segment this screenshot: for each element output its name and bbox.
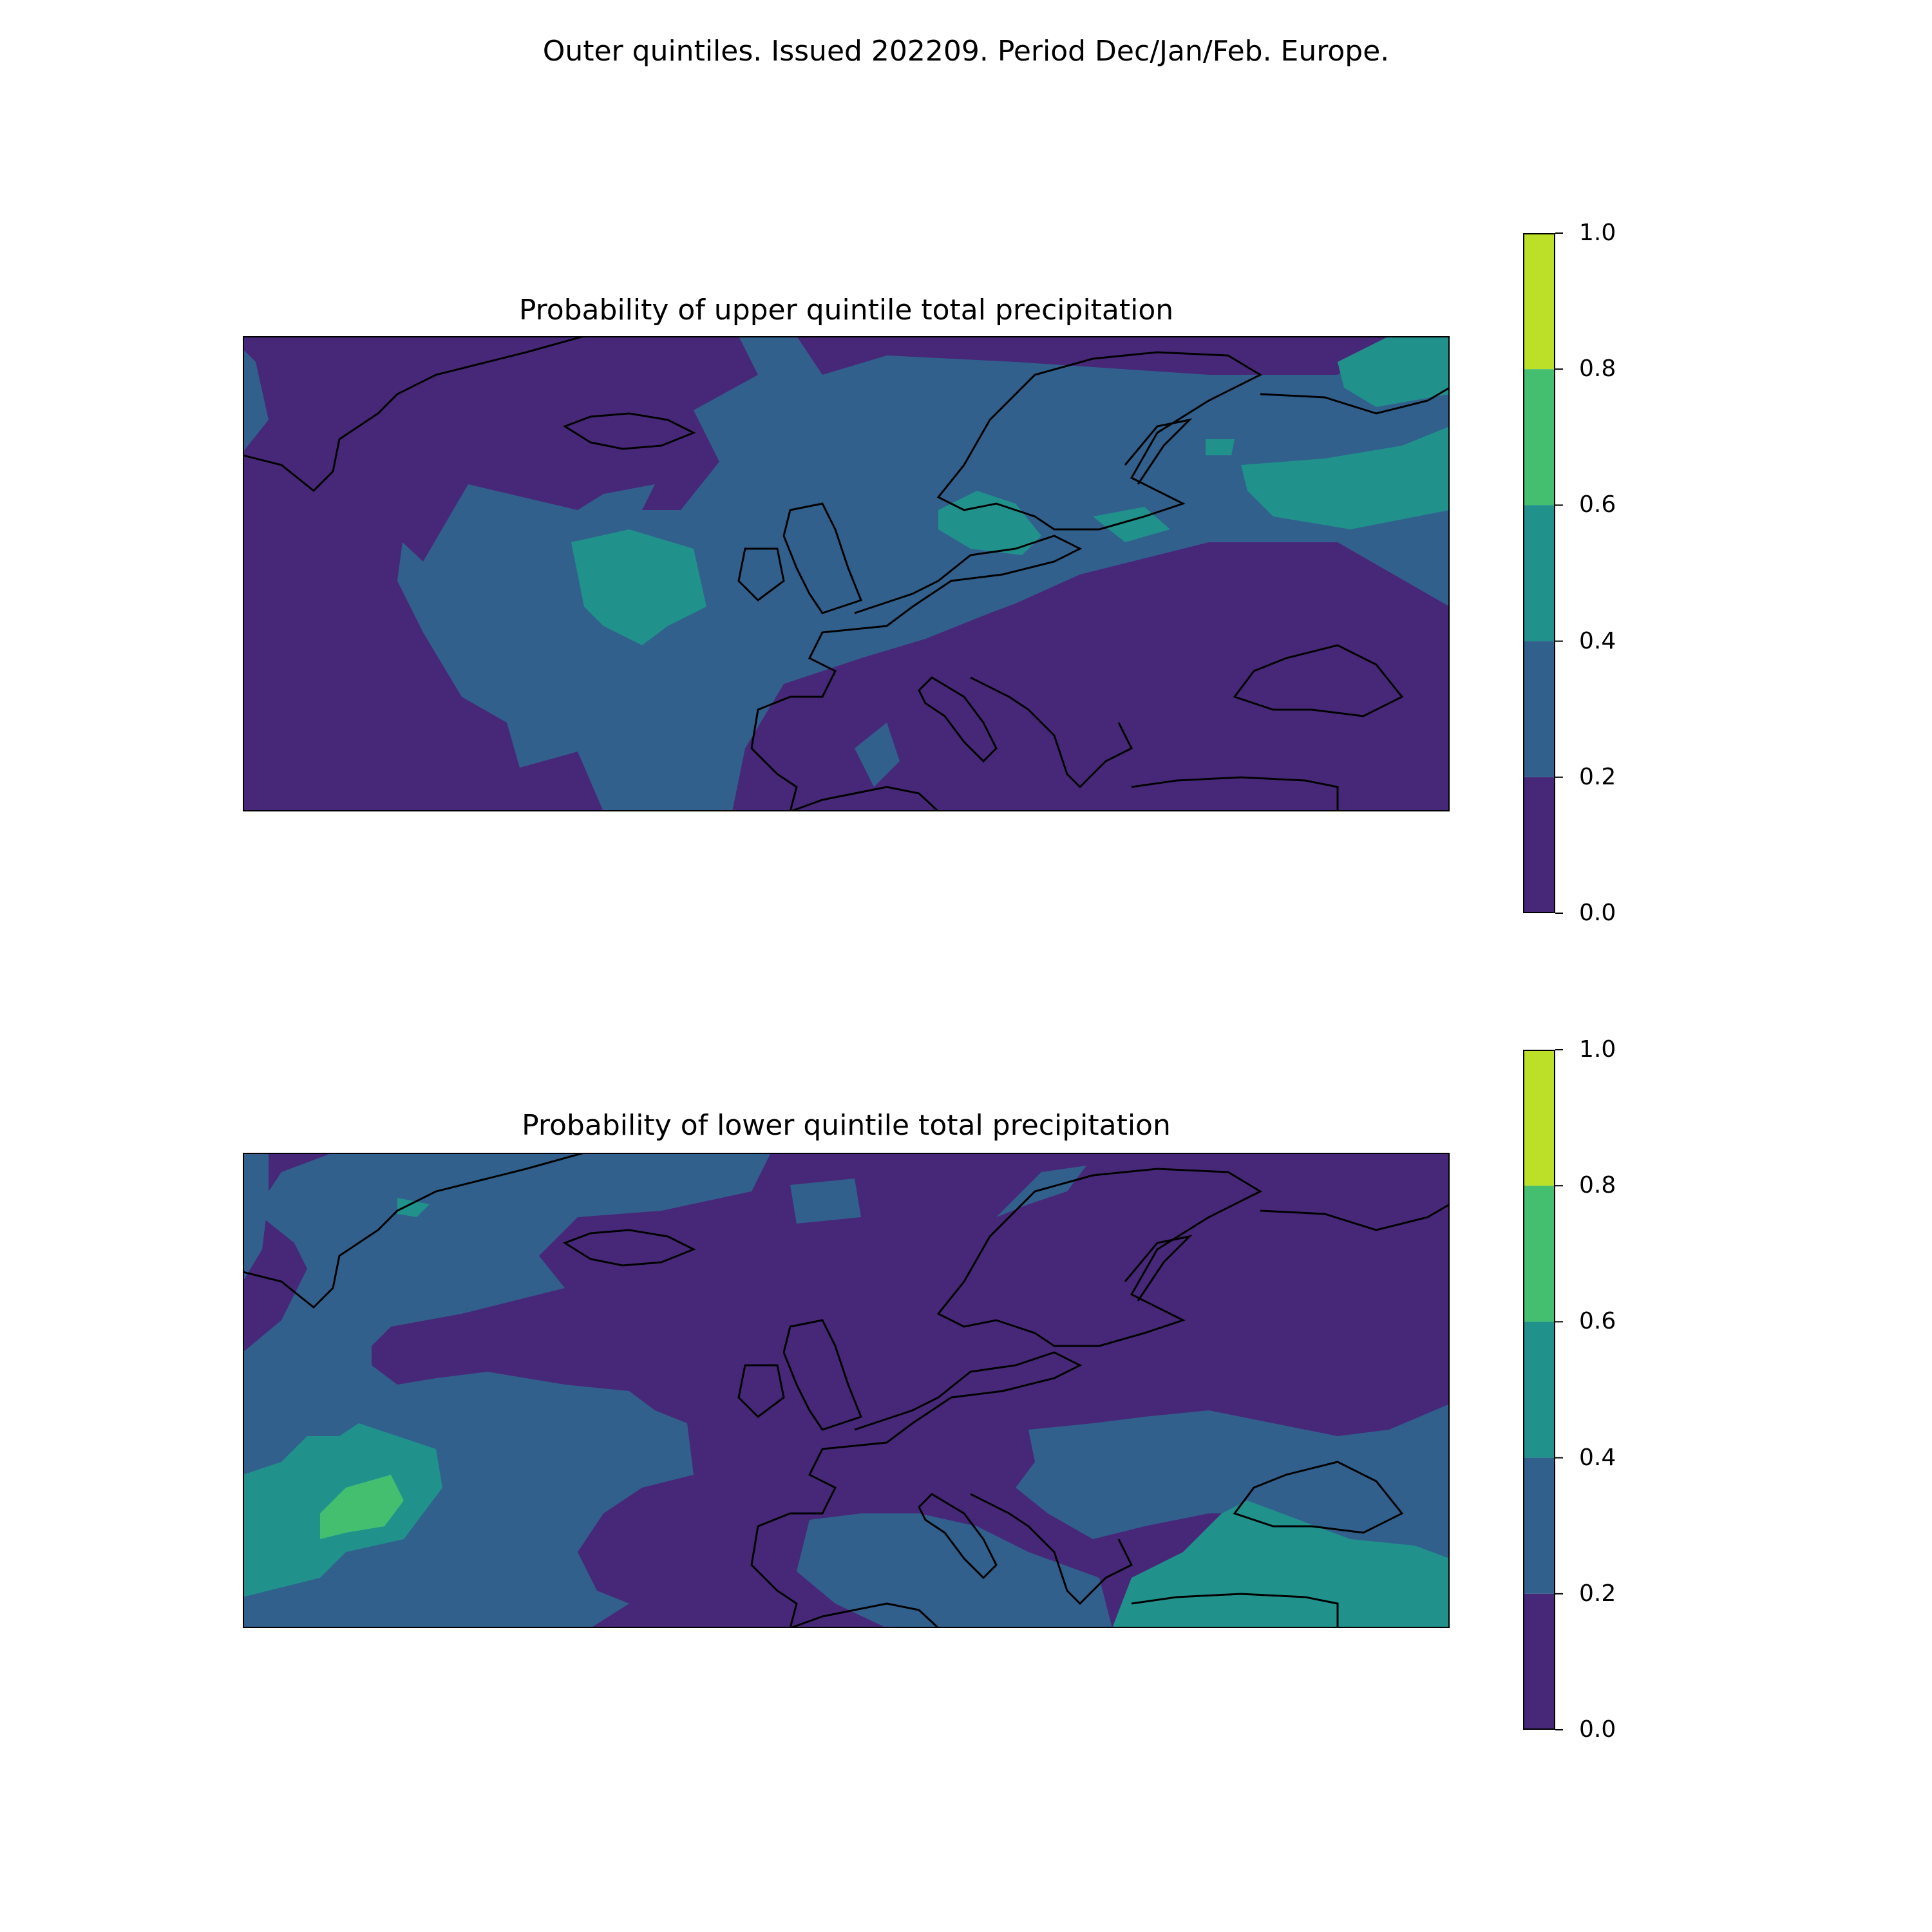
lower-continent-coast bbox=[750, 1351, 1083, 1628]
upper-quintile-map bbox=[243, 336, 1450, 811]
upper-cbar-tick-0.0: 0.0 bbox=[1579, 900, 1616, 926]
lower-kola-coast bbox=[1260, 1203, 1450, 1231]
upper-map-border bbox=[243, 336, 1450, 811]
lower-cbar-bin-0.2-0.4 bbox=[1523, 1457, 1555, 1594]
lower-cbar-tick-0.0: 0.0 bbox=[1579, 1716, 1616, 1743]
lower-cbar-tick-0.4: 0.4 bbox=[1579, 1444, 1616, 1471]
upper-balkans-coast bbox=[970, 676, 1133, 789]
lower-region-atlantic-core-0.6-0.8 bbox=[320, 1475, 404, 1539]
upper-panel-title: Probability of upper quintile total prec… bbox=[518, 294, 1174, 327]
lower-region-northatlantic-0.2-0.4 bbox=[790, 1179, 861, 1224]
lower-gulf-bothnia bbox=[1124, 1235, 1193, 1302]
lower-cbar-tick-0.2: 0.2 bbox=[1579, 1580, 1616, 1607]
lower-black-sea-coast bbox=[1233, 1461, 1404, 1534]
lower-region-norway-0.2-0.4 bbox=[996, 1166, 1086, 1217]
upper-cbar-border bbox=[1523, 233, 1555, 913]
upper-cbar-bin-0.8-1.0 bbox=[1523, 233, 1555, 370]
lower-balkans-coast bbox=[970, 1493, 1133, 1605]
lower-cbar-bin-0.0-0.2 bbox=[1523, 1593, 1555, 1730]
lower-cbar-tick-0.8: 0.8 bbox=[1579, 1172, 1616, 1198]
lower-quintile-map bbox=[243, 1153, 1450, 1628]
lower-region-med-0.2-0.4 bbox=[797, 1513, 1112, 1628]
upper-mediterranean-coast bbox=[790, 786, 940, 811]
upper-iceland-coast bbox=[562, 412, 696, 450]
lower-coastlines bbox=[243, 1153, 1450, 1628]
lower-mediterranean-coast bbox=[790, 1602, 940, 1628]
lower-greenland-coast bbox=[243, 1153, 585, 1309]
figure-suptitle: Outer quintiles. Issued 202209. Period D… bbox=[542, 35, 1390, 68]
lower-colorbar bbox=[1523, 1049, 1563, 1730]
upper-britain-coast bbox=[782, 502, 862, 614]
upper-continent-coast bbox=[750, 535, 1083, 811]
lower-italy-coast bbox=[918, 1493, 998, 1580]
lower-region-ukraine-0.2-0.4 bbox=[1016, 1404, 1450, 1565]
upper-gulf-bothnia bbox=[1124, 418, 1193, 485]
upper-region-russia-0.4-0.6 bbox=[1241, 426, 1450, 529]
lower-map-border bbox=[243, 1153, 1450, 1628]
lower-cbar-bin-0.6-0.8 bbox=[1523, 1186, 1555, 1322]
upper-ireland-coast bbox=[737, 547, 785, 601]
lower-region-gulf-0.4-0.6 bbox=[397, 1198, 430, 1217]
upper-kola-coast bbox=[1260, 386, 1450, 415]
upper-region-med-0.2-0.4 bbox=[855, 723, 900, 787]
upper-cbar-bin-0.2-0.4 bbox=[1523, 641, 1555, 777]
lower-britain-coast bbox=[782, 1319, 862, 1431]
upper-cbar-bin-0.4-0.6 bbox=[1523, 505, 1555, 641]
upper-scandinavia-coast bbox=[936, 351, 1263, 531]
lower-iceland-coast bbox=[562, 1229, 696, 1267]
upper-cbar-tick-0.8: 0.8 bbox=[1579, 355, 1616, 382]
lower-scandinavia-coast bbox=[936, 1168, 1263, 1347]
upper-italy-coast bbox=[918, 676, 998, 763]
upper-region-west-0.2-0.4 bbox=[243, 349, 269, 452]
upper-turkey-coast bbox=[1131, 776, 1339, 811]
upper-cbar-tick-1.0: 1.0 bbox=[1579, 220, 1616, 246]
lower-turkey-coast bbox=[1131, 1593, 1339, 1628]
upper-coastlines bbox=[243, 336, 1450, 811]
upper-cbar-tick-0.4: 0.4 bbox=[1579, 628, 1616, 654]
lower-ireland-coast bbox=[737, 1364, 785, 1418]
upper-cbar-tick-0.2: 0.2 bbox=[1579, 764, 1616, 790]
lower-panel-title: Probability of lower quintile total prec… bbox=[522, 1109, 1171, 1142]
lower-region-northwest-0.2-0.4 bbox=[243, 1153, 269, 1282]
upper-greenland-coast bbox=[243, 336, 585, 493]
lower-cbar-border bbox=[1523, 1050, 1555, 1730]
lower-cbar-bin-0.4-0.6 bbox=[1523, 1321, 1555, 1458]
upper-cbar-bin-0.6-0.8 bbox=[1523, 369, 1555, 506]
upper-cbar-bin-0.0-0.2 bbox=[1523, 777, 1555, 913]
upper-region-finland-0.4-0.6 bbox=[1206, 439, 1235, 455]
upper-cbar-tick-0.6: 0.6 bbox=[1579, 491, 1616, 518]
upper-region-mid-0.2-0.4 bbox=[397, 336, 1450, 811]
upper-colorbar bbox=[1523, 232, 1563, 914]
upper-region-northeast-0.4-0.6 bbox=[1338, 336, 1450, 407]
lower-cbar-tick-0.6: 0.6 bbox=[1579, 1308, 1616, 1334]
lower-cbar-bin-0.8-1.0 bbox=[1523, 1050, 1555, 1186]
upper-region-atlantic-0.4-0.6 bbox=[571, 529, 706, 645]
upper-region-baltic-0.4-0.6 bbox=[1093, 507, 1170, 542]
upper-black-sea-coast bbox=[1233, 644, 1404, 717]
lower-cbar-tick-1.0: 1.0 bbox=[1579, 1036, 1616, 1063]
upper-region-denmark-0.4-0.6 bbox=[938, 491, 1041, 555]
